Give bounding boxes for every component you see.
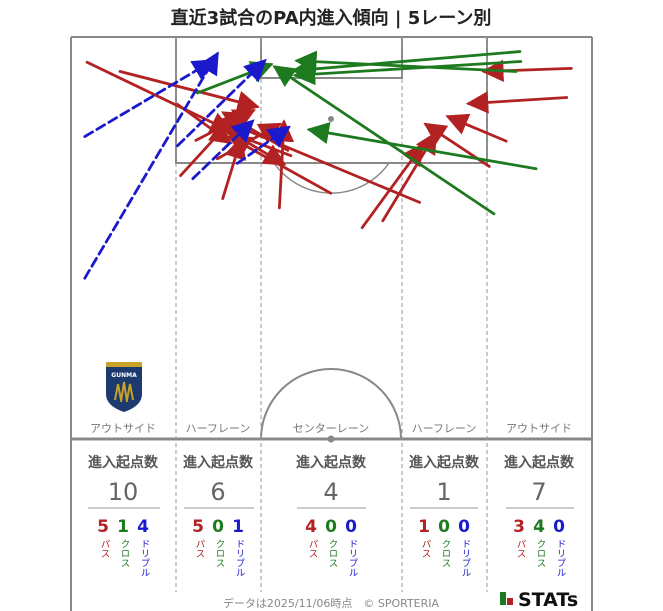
stat-cross-label-0: クロス [119, 539, 130, 568]
chart-title: 直近3試合のPA内進入傾向 | 5レーン別 [171, 7, 492, 29]
brand-name: STATs [518, 589, 578, 611]
stat-cross-count-3: 0 [438, 517, 450, 537]
stat-pass-label-1: パス [194, 539, 206, 558]
pass-arrow-14 [381, 131, 438, 223]
stat-header-2: 進入起点数 [296, 454, 367, 471]
center-spot [327, 435, 335, 443]
stat-total-1: 6 [210, 478, 225, 506]
stat-dribble-count-0: 4 [137, 517, 149, 537]
stat-header-1: 進入起点数 [183, 454, 254, 471]
stat-dribble-count-3: 0 [458, 517, 470, 537]
stat-cross-label-1: クロス [214, 539, 225, 568]
lane-label-0: アウトサイド [90, 422, 156, 435]
brand-mark-icon-2 [507, 598, 513, 605]
footer-note: データは2025/11/06時点 © SPORTERIA [223, 596, 440, 610]
club-logo-band [106, 362, 142, 367]
pass-arrow-1 [118, 70, 260, 113]
goal-area [260, 36, 403, 79]
pass-arrow-0 [85, 60, 233, 133]
cross-arrow-21 [292, 60, 523, 86]
dribble-arrow-25 [83, 51, 219, 280]
stat-pass-count-1: 5 [192, 517, 204, 537]
stat-dribble-label-1: ドリブル [234, 539, 246, 577]
stat-total-2: 4 [323, 478, 338, 506]
penalty-arc [273, 162, 390, 194]
stat-dribble-count-2: 0 [345, 517, 357, 537]
stat-pass-label-2: パス [307, 539, 319, 558]
dribble-arrow-26 [83, 59, 216, 138]
cross-arrow-20 [291, 50, 522, 81]
penalty-spot [328, 116, 334, 122]
stat-header-4: 進入起点数 [504, 454, 575, 471]
stat-total-4: 7 [531, 478, 546, 506]
stat-pass-label-4: パス [515, 539, 527, 558]
pass-arrow-17 [465, 91, 569, 114]
stat-cross-label-2: クロス [327, 539, 338, 568]
pass-arrow-10 [227, 135, 333, 195]
stat-cross-count-0: 1 [117, 517, 129, 537]
stat-header-0: 進入起点数 [88, 454, 159, 471]
stat-cross-label-3: クロス [440, 539, 451, 568]
dribble-arrow-29 [235, 125, 291, 165]
club-logo-text: GUNMA [111, 372, 137, 379]
pass-arrow-13 [360, 142, 425, 230]
lane-label-3: ハーフレーン [412, 422, 477, 435]
club-logo: GUNMA [106, 362, 142, 412]
center-circle [260, 368, 402, 440]
pass-arrow-16 [445, 113, 508, 143]
stat-dribble-label-3: ドリブル [460, 539, 472, 577]
stat-total-0: 10 [108, 478, 139, 506]
stat-pass-label-0: パス [99, 539, 111, 558]
stat-pass-count-0: 5 [97, 517, 109, 537]
stat-cross-count-4: 4 [533, 517, 545, 537]
cross-arrow-24 [272, 65, 496, 216]
cross-arrow-23 [306, 121, 538, 171]
dribble-arrow-27 [191, 119, 255, 181]
stat-header-3: 進入起点数 [409, 454, 480, 471]
stat-dribble-count-1: 1 [232, 517, 244, 537]
stat-total-3: 1 [436, 478, 451, 506]
lane-label-4: アウトサイド [506, 422, 572, 435]
stat-dribble-label-2: ドリブル [347, 539, 359, 577]
stat-dribble-count-4: 0 [553, 517, 565, 537]
stat-pass-count-3: 1 [418, 517, 430, 537]
stat-cross-count-1: 0 [212, 517, 224, 537]
club-logo-flame-icon [114, 381, 134, 403]
arrow-layer [83, 50, 573, 280]
lane-label-2: センターレーン [293, 422, 369, 435]
stat-pass-count-2: 4 [305, 517, 317, 537]
brand-mark-icon [500, 592, 506, 605]
brand-logo: STATs [500, 589, 578, 611]
stat-dribble-label-4: ドリブル [555, 539, 567, 577]
cross-arrow-22 [294, 50, 518, 73]
stat-cross-count-2: 0 [325, 517, 337, 537]
lane-label-1: ハーフレーン [186, 422, 251, 435]
stat-pass-count-4: 3 [513, 517, 525, 537]
stat-cross-label-4: クロス [535, 539, 546, 568]
lane-stats: 進入起点数105パス1クロス4ドリブル進入起点数65パス0クロス1ドリブル進入起… [88, 454, 575, 577]
stat-dribble-label-0: ドリブル [139, 539, 151, 577]
dribble-arrow-28 [176, 58, 267, 148]
lane-labels: アウトサイド ハーフレーン センターレーン ハーフレーン アウトサイド [90, 422, 572, 435]
stat-pass-label-3: パス [420, 539, 432, 558]
